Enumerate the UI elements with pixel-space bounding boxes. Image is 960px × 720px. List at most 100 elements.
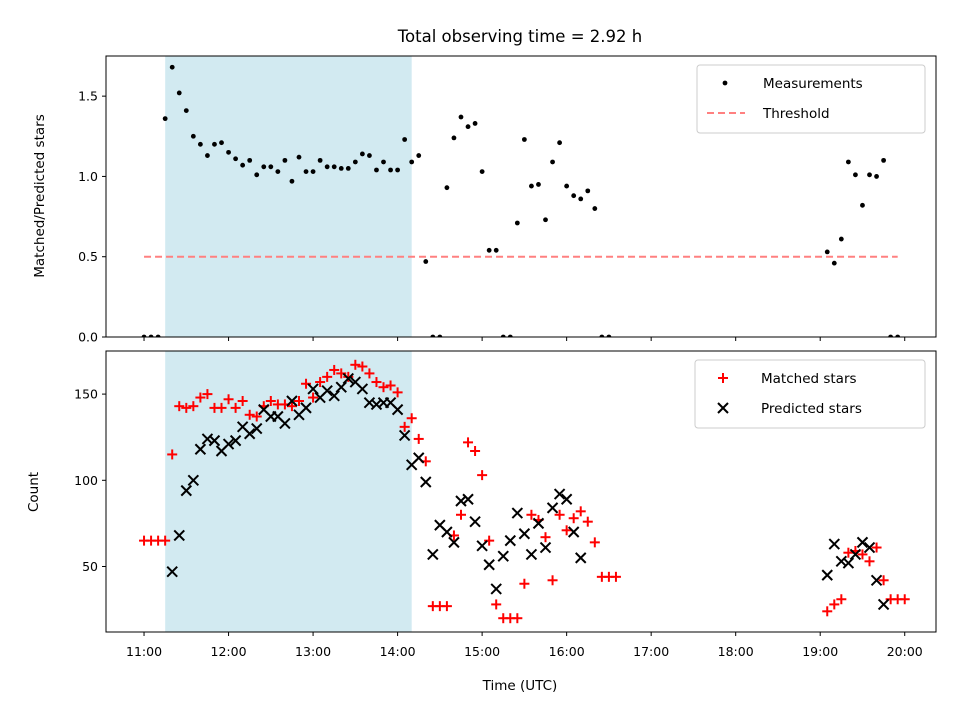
top-y-tick-label: 1.0 <box>78 169 98 184</box>
measurement-point <box>888 334 894 337</box>
matched-star-point <box>216 402 227 413</box>
predicted-star-point <box>567 526 580 538</box>
legend-label-predicted: Predicted stars <box>761 401 862 417</box>
matched-star-point <box>174 401 185 412</box>
top-plot-area <box>141 64 901 337</box>
predicted-star-point <box>356 383 369 395</box>
matched-star-point <box>371 377 382 388</box>
predicted-star-point <box>194 443 207 455</box>
x-axis-label: Time (UTC) <box>482 678 558 694</box>
measurement-point <box>564 183 570 189</box>
bottom-y-tick-label: 100 <box>74 473 98 488</box>
predicted-star-point <box>560 493 573 505</box>
measurement-point <box>444 185 450 191</box>
matched-star-point <box>322 371 333 382</box>
matched-star-point <box>822 606 833 617</box>
matched-star-point <box>244 409 255 420</box>
matched-star-point <box>864 556 875 567</box>
matched-star-point <box>484 535 495 546</box>
measurement-point <box>874 174 879 179</box>
predicted-star-point <box>553 488 566 500</box>
matched-star-point <box>251 411 262 422</box>
measurement-point <box>226 149 231 155</box>
measurement-point <box>331 164 337 170</box>
matched-star-point <box>491 599 502 610</box>
predicted-star-point <box>518 528 531 540</box>
top-legend: Measurements Threshold <box>696 64 926 134</box>
measurement-point <box>507 334 513 337</box>
matched-star-point <box>455 509 466 520</box>
matched-star-point <box>582 516 593 527</box>
x-tick-label: 15:00 <box>464 644 500 659</box>
predicted-star-point <box>863 541 876 554</box>
top-y-axis-label: Matched/Predicted stars <box>32 114 48 277</box>
measurement-point <box>881 157 886 163</box>
matched-star-point <box>512 613 523 624</box>
measurement-point <box>388 167 393 173</box>
matched-star-point <box>554 509 565 520</box>
top-shaded-span <box>165 56 412 337</box>
measurement-point <box>472 121 478 126</box>
matched-star-point <box>857 549 868 560</box>
x-tick-label: 12:00 <box>211 644 247 659</box>
measurement-point <box>536 182 541 187</box>
predicted-star-point <box>539 541 552 554</box>
predicted-star-point <box>427 548 439 561</box>
measurement-point <box>860 202 865 208</box>
top-y-tick-label: 0.0 <box>78 330 98 345</box>
measurement-point <box>374 167 379 173</box>
x-tick-label: 17:00 <box>633 644 669 659</box>
measurement-point <box>895 334 901 337</box>
predicted-star-point <box>180 484 193 497</box>
predicted-star-point <box>448 536 460 549</box>
matched-star-point <box>561 525 572 536</box>
matched-star-point <box>315 377 326 388</box>
matched-star-point <box>202 389 213 400</box>
measurement-point <box>514 220 520 226</box>
predicted-star-point <box>300 402 312 414</box>
measurement-point <box>838 236 844 242</box>
matched-star-point <box>610 571 621 582</box>
matched-star-point <box>392 387 403 398</box>
matched-star-point <box>519 578 530 589</box>
matched-star-point <box>878 575 889 586</box>
matched-star-point <box>293 395 304 406</box>
predicted-star-point <box>828 538 840 550</box>
bottom-shaded-span <box>165 351 412 632</box>
measurement-point <box>437 334 443 337</box>
measurement-point <box>352 159 358 165</box>
predicted-star-point <box>328 390 340 402</box>
measurement-point <box>585 188 591 194</box>
matched-star-point <box>336 368 347 379</box>
measurement-point <box>395 167 400 173</box>
measurement-point <box>310 169 316 175</box>
measurement-point <box>465 124 471 130</box>
measurement-point <box>324 164 330 170</box>
matched-star-point <box>568 513 579 524</box>
matched-star-point <box>378 382 389 393</box>
top-panel: 0.0 0.5 1.0 1.5 Measurements Threshold <box>78 55 937 345</box>
measurement-point <box>423 259 429 264</box>
predicted-star-point <box>877 598 890 611</box>
matched-star-point <box>329 364 340 375</box>
predicted-star-point <box>335 381 347 393</box>
matched-star-point <box>526 509 537 520</box>
matched-star-point <box>350 359 361 370</box>
measurement-point <box>197 141 203 147</box>
bottom-axes-frame <box>105 350 937 633</box>
x-tick-label: 20:00 <box>887 644 923 659</box>
x-tick-label: 19:00 <box>802 644 838 659</box>
predicted-star-point <box>208 434 221 447</box>
matched-star-point <box>843 547 854 558</box>
measurement-point <box>303 169 309 175</box>
top-y-tick-label: 1.5 <box>78 89 98 104</box>
predicted-star-point <box>342 372 355 385</box>
measurement-point <box>430 334 436 337</box>
predicted-star-point <box>511 507 524 519</box>
measurement-point <box>155 334 161 337</box>
measurement-point <box>853 172 858 178</box>
measurement-point <box>183 108 189 113</box>
matched-star-point <box>188 401 199 412</box>
predicted-star-point <box>856 536 869 549</box>
x-tick-label: 18:00 <box>718 644 754 659</box>
